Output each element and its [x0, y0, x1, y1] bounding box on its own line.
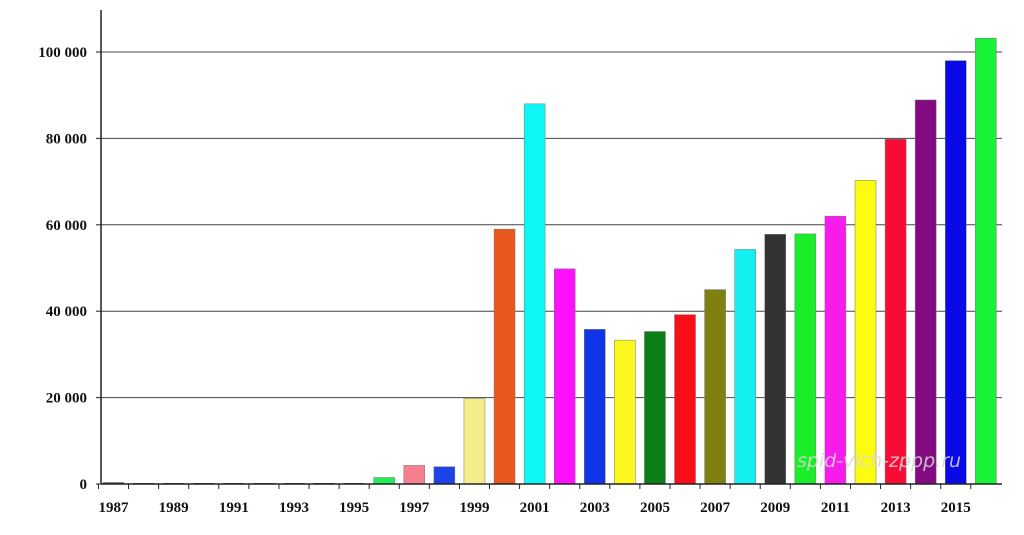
bar-1996	[373, 477, 395, 485]
bar-2013	[884, 139, 907, 485]
x-tick-label: 1993	[279, 500, 309, 516]
x-tick-label: 2011	[821, 500, 850, 516]
x-tick-label: 2005	[640, 500, 670, 516]
watermark-text: spid-vich-zppp.ru	[797, 450, 961, 472]
x-tick-label: 2001	[520, 500, 550, 516]
gridlines	[101, 51, 1002, 399]
x-tick-label: 1989	[159, 500, 189, 516]
bar-2002	[553, 268, 576, 485]
y-tick-label: 100 000	[38, 45, 87, 61]
bar-1999	[463, 398, 486, 485]
x-tick-label: 2013	[881, 500, 911, 516]
bar-2001	[523, 103, 546, 485]
bar-2007	[704, 289, 726, 485]
bar-2006	[674, 314, 696, 485]
bar-1998	[433, 466, 456, 485]
bar-2010	[794, 233, 817, 485]
y-tick-label: 60 000	[46, 218, 87, 234]
bar-2012	[854, 180, 877, 485]
x-tick-label: 2003	[580, 500, 610, 516]
y-tick-label: 40 000	[46, 304, 87, 320]
x-tick-label: 1991	[219, 500, 249, 516]
y-tick-label: 20 000	[46, 391, 87, 407]
x-tick-label: 2015	[941, 500, 971, 516]
bars	[102, 37, 997, 485]
bar-2011	[824, 215, 847, 485]
y-tick-label: 80 000	[46, 131, 87, 147]
y-tick-labels: 0 20 000 40 000 60 000 80 000 100 000	[38, 45, 101, 493]
bar-2005	[644, 331, 666, 485]
bar-2000	[493, 228, 516, 485]
x-tick-label: 1995	[339, 500, 369, 516]
x-tick-label: 1997	[399, 500, 430, 516]
bar-2004	[614, 339, 636, 485]
x-tick-labels: 1987 1989 1991 1993 1995 1997 1999 2001 2003 2005…	[97, 484, 972, 516]
y-tick-label: 0	[80, 477, 88, 493]
bar-1997	[403, 465, 426, 485]
x-tick-label: 1987	[99, 500, 130, 516]
x-tick-label: 2009	[760, 500, 790, 516]
bar-2015	[944, 60, 967, 485]
bar-2016	[975, 37, 997, 485]
bar-2009	[764, 234, 787, 485]
bar-2003	[584, 329, 606, 485]
x-tick-label: 1999	[459, 500, 489, 516]
bar-2008	[734, 249, 756, 485]
axes	[100, 10, 1002, 485]
x-tick-label: 2007	[700, 500, 731, 516]
bar-2014	[914, 99, 937, 485]
